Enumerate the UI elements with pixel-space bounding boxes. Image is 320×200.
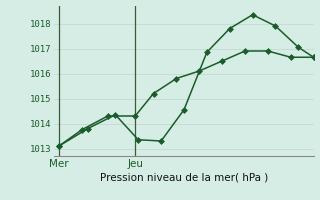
X-axis label: Pression niveau de la mer( hPa ): Pression niveau de la mer( hPa )	[100, 173, 268, 183]
